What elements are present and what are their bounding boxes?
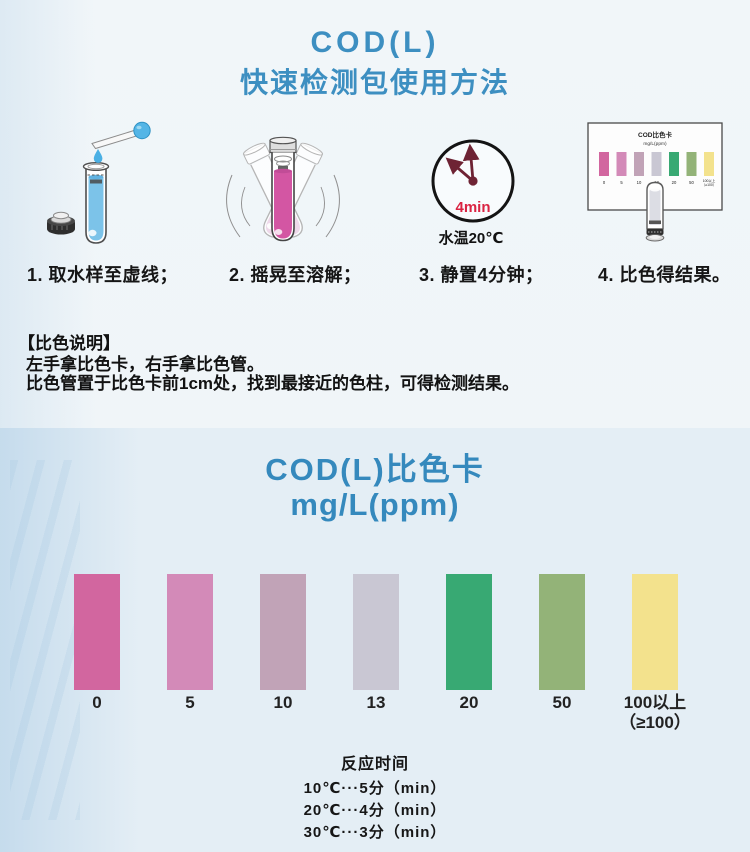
swatch-column-4: 20 [446, 574, 492, 712]
water-temperature-note: 水温20℃ [438, 230, 504, 247]
swatch-column-3: 13 [353, 574, 399, 712]
mini-swatch-2 [634, 152, 644, 176]
swatch-column-6: 100以上 （≥100） [619, 574, 691, 732]
swatch-label-0: 0 [92, 693, 102, 712]
color-card-subtitle: mg/L(ppm) [290, 487, 460, 522]
swatch-label-4: 20 [459, 693, 479, 712]
swatch-column-2: 10 [260, 574, 306, 712]
reaction-time-row-20c: 20℃···4分（min） [303, 802, 447, 819]
swatch-label-6-line2: （≥100） [619, 713, 691, 732]
test-tube-icon [82, 162, 110, 244]
shaking-tube-icon [269, 136, 297, 242]
mini-swatch-6 [704, 152, 714, 176]
mini-card-title: COD比色卡 [638, 130, 672, 139]
swatch-column-0: 0 [74, 574, 120, 712]
mini-swatch-label: 5 [620, 180, 623, 185]
page-title: COD(L) [310, 26, 440, 59]
result-tube-icon [645, 181, 665, 242]
step-2-illustration [226, 136, 340, 242]
step-4-illustration: COD比色卡 mg/L(ppm) 0 5 10 13 20 50 100以上 （… [587, 122, 723, 242]
color-swatch-4 [446, 574, 492, 690]
step-1-illustration [47, 121, 151, 244]
dropper-icon [91, 121, 151, 150]
swatch-label-2: 10 [273, 693, 293, 712]
color-swatch-6 [632, 574, 678, 690]
step-3-illustration: 4min [431, 139, 515, 223]
mini-swatch-label: 10 [637, 180, 642, 185]
mini-swatch-0 [599, 152, 609, 176]
clock-label: 4min [455, 199, 490, 216]
swatch-column-1: 5 [167, 574, 213, 712]
swatch-label-6-line1: 100以上 [623, 693, 687, 712]
mini-swatch-label: （≥100） [702, 182, 716, 187]
color-swatch-3 [353, 574, 399, 690]
color-swatch-2 [260, 574, 306, 690]
bottle-cap-icon [47, 211, 75, 235]
swatch-label-3: 13 [366, 693, 386, 712]
step-3-caption: 3. 静置4分钟； [419, 265, 544, 285]
swatch-label-1: 5 [185, 693, 195, 712]
mini-swatch-3 [651, 152, 662, 176]
clock-icon: 4min [431, 139, 515, 223]
reaction-time-row-30c: 30℃···3分（min） [303, 824, 447, 841]
mini-swatch-4 [669, 152, 679, 176]
mini-swatch-5 [686, 152, 697, 176]
reaction-time-heading: 反应时间 [340, 756, 409, 773]
reaction-time-row-10c: 10℃···5分（min） [303, 780, 447, 797]
comparison-instructions-line: 左手拿比色卡，右手拿比色管。 [26, 355, 264, 374]
color-swatch-row: 0 5 10 13 20 50 100以上 （≥100） [74, 574, 691, 734]
mini-swatch-1 [616, 152, 627, 176]
comparison-instructions-heading: 【比色说明】 [18, 334, 120, 353]
step-1-caption: 1. 取水样至虚线； [27, 265, 179, 285]
mini-card-subtitle: mg/L(ppm) [643, 141, 667, 147]
mini-swatch-label: 100以上 [703, 178, 716, 183]
mini-swatch-label: 20 [672, 180, 677, 185]
step-4-caption: 4. 比色得结果。 [598, 265, 731, 285]
swatch-column-5: 50 [539, 574, 585, 712]
reaction-time-block: 反应时间 10℃···5分（min） 20℃···4分（min） 30℃···3… [0, 750, 750, 844]
step-2-caption: 2. 摇晃至溶解； [229, 265, 362, 285]
color-swatch-5 [539, 574, 585, 690]
water-drop-icon [93, 149, 103, 163]
swatch-label-6: 100以上 （≥100） [619, 693, 691, 733]
mini-swatch-label: 50 [689, 180, 694, 185]
color-swatch-0 [74, 574, 120, 690]
page-subtitle: 快速检测包使用方法 [239, 67, 510, 98]
mini-swatch-label: 0 [603, 180, 606, 185]
color-swatch-1 [167, 574, 213, 690]
color-card-title: COD(L)比色卡 [265, 452, 485, 487]
swatch-label-5: 50 [552, 693, 572, 712]
motion-arc-icon [226, 174, 340, 238]
comparison-instructions-line: 比色管置于比色卡前1cm处，找到最接近的色柱，可得检测结果。 [26, 374, 520, 393]
